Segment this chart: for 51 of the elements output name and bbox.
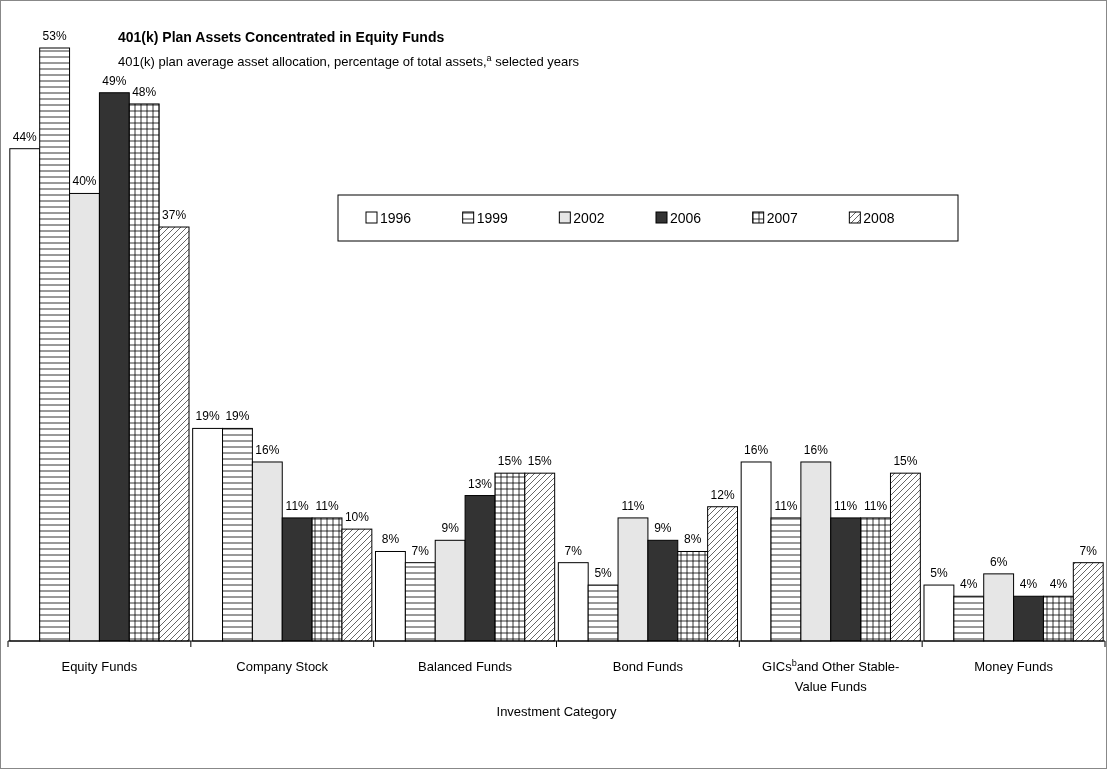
data-label: 7% — [564, 543, 583, 558]
chart-subtitle: 401(k) plan average asset allocation, percentage of total assets,$^{a}$ selected years — [118, 53, 580, 69]
legend-label: 2008 — [863, 210, 895, 226]
data-label: 16% — [803, 442, 829, 457]
data-label: 16% — [744, 442, 769, 457]
data-label: 49% — [102, 73, 127, 88]
data-label: 44% — [12, 129, 38, 144]
data-label: 13% — [468, 476, 493, 491]
data-label: 53% — [42, 29, 67, 43]
legend-label: 2006 — [670, 210, 702, 226]
data-label: 4% — [960, 577, 978, 592]
chart-title: 401(k) Plan Assets Concentrated in Equity Funds — [118, 29, 445, 45]
x-tick-label: Company Stock — [236, 659, 329, 674]
data-label: 8% — [381, 532, 400, 547]
x-tick-label: Equity Funds — [61, 659, 138, 674]
data-label: 4% — [1049, 577, 1068, 592]
data-label: 15% — [893, 454, 918, 469]
data-label: 5% — [594, 566, 613, 581]
data-label: 19% — [225, 409, 250, 424]
x-tick-label: GICs$^{b}$and Other Stable-Value Funds — [762, 658, 900, 694]
data-label: 11% — [774, 498, 798, 513]
legend-label: 2002 — [573, 210, 605, 226]
data-label: 11% — [834, 498, 858, 513]
legend-label: 2007 — [766, 210, 799, 226]
legend-label: 1996 — [380, 210, 412, 226]
data-label: 8% — [684, 532, 702, 547]
data-label: 48% — [132, 84, 157, 99]
data-label: 15% — [527, 454, 553, 469]
data-label: 9% — [654, 521, 672, 536]
data-label: 10% — [344, 510, 370, 525]
data-label: 7% — [411, 543, 430, 558]
data-label: 11% — [285, 498, 310, 513]
x-tick-label: Bond Funds — [612, 659, 684, 674]
data-label: 15% — [497, 454, 523, 469]
legend-label: 1999 — [476, 210, 509, 226]
data-label: 9% — [441, 521, 460, 536]
data-label: 37% — [162, 208, 187, 223]
data-label: 11% — [863, 498, 888, 513]
data-label: 40% — [72, 174, 97, 189]
data-label: 6% — [989, 554, 1008, 569]
data-label: 12% — [710, 487, 735, 502]
data-label: 4% — [1019, 577, 1038, 592]
data-label: 16% — [255, 442, 280, 457]
data-label: 11% — [315, 498, 339, 513]
data-label: 19% — [195, 409, 220, 424]
x-tick-label: Money Funds — [974, 659, 1054, 674]
x-tick-label: Balanced Funds — [418, 659, 513, 674]
data-label: 5% — [930, 566, 948, 581]
x-axis-title: Investment Category — [496, 704, 617, 719]
data-label: 11% — [621, 498, 645, 513]
data-label: 7% — [1079, 543, 1098, 558]
